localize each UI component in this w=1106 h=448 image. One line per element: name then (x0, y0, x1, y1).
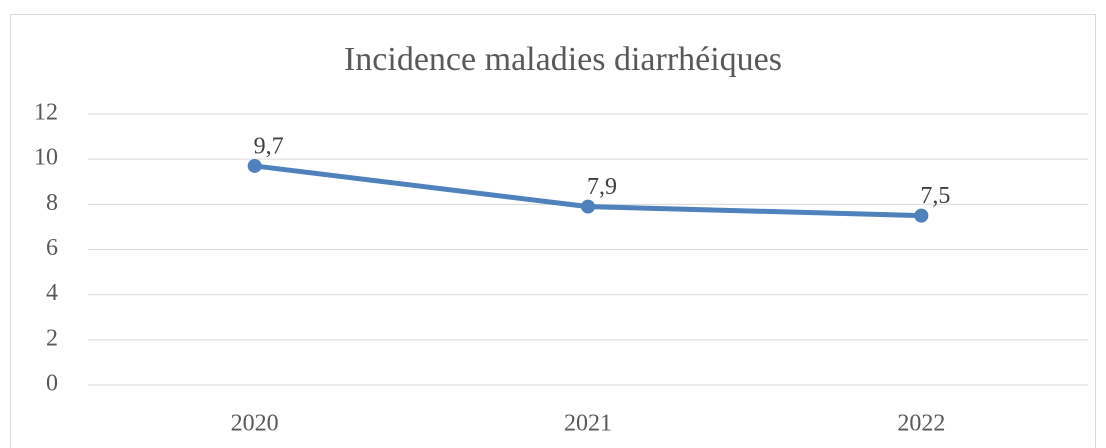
chart-title: Incidence maladies diarrhéiques (344, 41, 782, 78)
y-tick-label: 10 (34, 145, 58, 171)
x-tick-label: 2021 (564, 411, 612, 437)
data-label: 7,5 (920, 183, 950, 209)
x-tick-label: 2022 (897, 411, 945, 437)
marker (914, 208, 929, 223)
x-tick-label: 2020 (231, 411, 279, 437)
marker (247, 158, 262, 173)
y-tick-label: 4 (46, 280, 58, 306)
marker (581, 199, 595, 214)
y-tick-label: 0 (46, 371, 58, 397)
y-tick-label: 12 (34, 100, 58, 126)
y-tick-label: 8 (46, 190, 58, 216)
data-label: 7,9 (587, 174, 617, 200)
data-label: 9,7 (254, 133, 284, 159)
chart-border (10, 14, 1096, 448)
y-tick-label: 2 (46, 325, 58, 351)
y-tick-label: 6 (46, 235, 58, 261)
